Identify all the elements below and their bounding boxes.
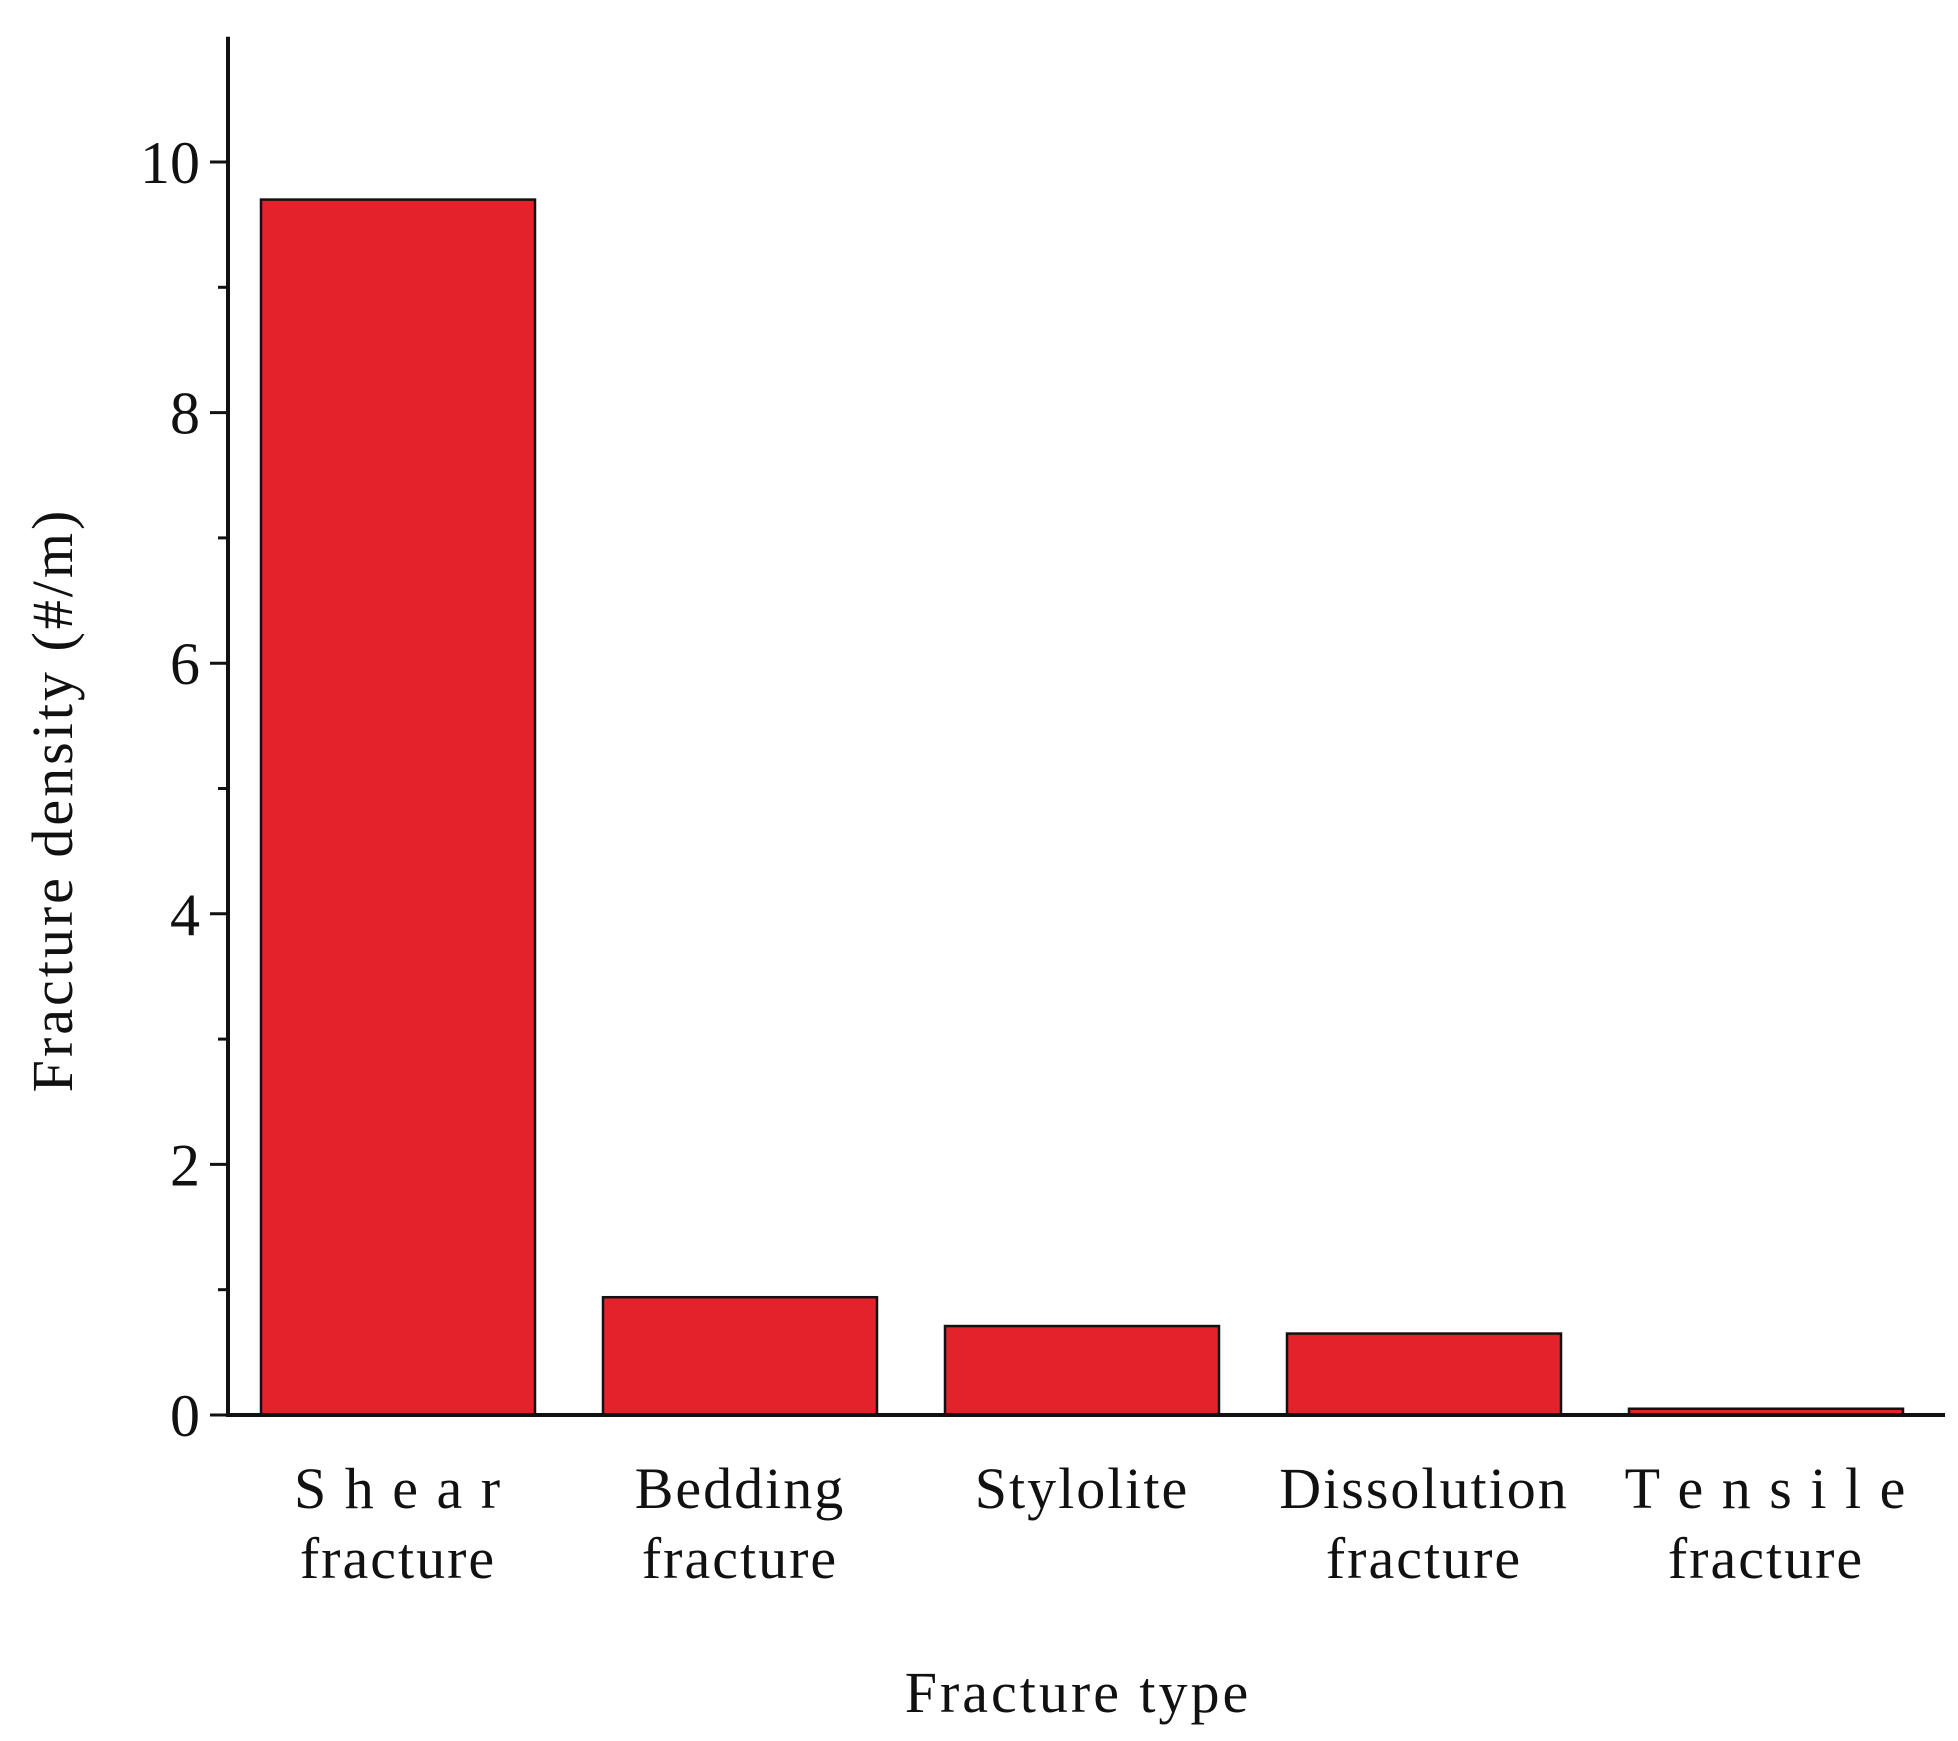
category-labels-group: S h e a rfractureBeddingfractureStylolit… <box>294 1456 1908 1591</box>
x-category-label: Bedding <box>635 1456 846 1521</box>
y-axis-title: Fracture density (#/m) <box>20 508 85 1093</box>
y-tick-label: 2 <box>170 1132 200 1198</box>
bar-1 <box>601 1295 879 1417</box>
bars-group <box>259 198 1905 1417</box>
axes-group <box>226 36 1945 1417</box>
y-ticks-group: 0 2 4 6 8 10 <box>140 130 228 1449</box>
y-tick-label: 4 <box>170 882 200 948</box>
x-category-label: Stylolite <box>975 1456 1190 1521</box>
y-tick-label: 10 <box>140 130 200 196</box>
x-category-label: T e n s i l e <box>1625 1456 1908 1521</box>
x-category-label: fracture <box>300 1526 496 1591</box>
bar-0 <box>259 198 537 1417</box>
y-tick-label: 0 <box>170 1383 200 1449</box>
y-tick-label: 8 <box>170 381 200 447</box>
x-category-label: fracture <box>642 1526 838 1591</box>
x-category-label: S h e a r <box>294 1456 502 1521</box>
y-tick-label: 6 <box>170 631 200 697</box>
x-category-label: Dissolution <box>1279 1456 1569 1521</box>
bar-2 <box>943 1324 1221 1417</box>
bar-3 <box>1285 1332 1563 1417</box>
x-category-label: fracture <box>1668 1526 1864 1591</box>
x-category-label: fracture <box>1326 1526 1522 1591</box>
x-axis-title: Fracture type <box>905 1660 1252 1725</box>
